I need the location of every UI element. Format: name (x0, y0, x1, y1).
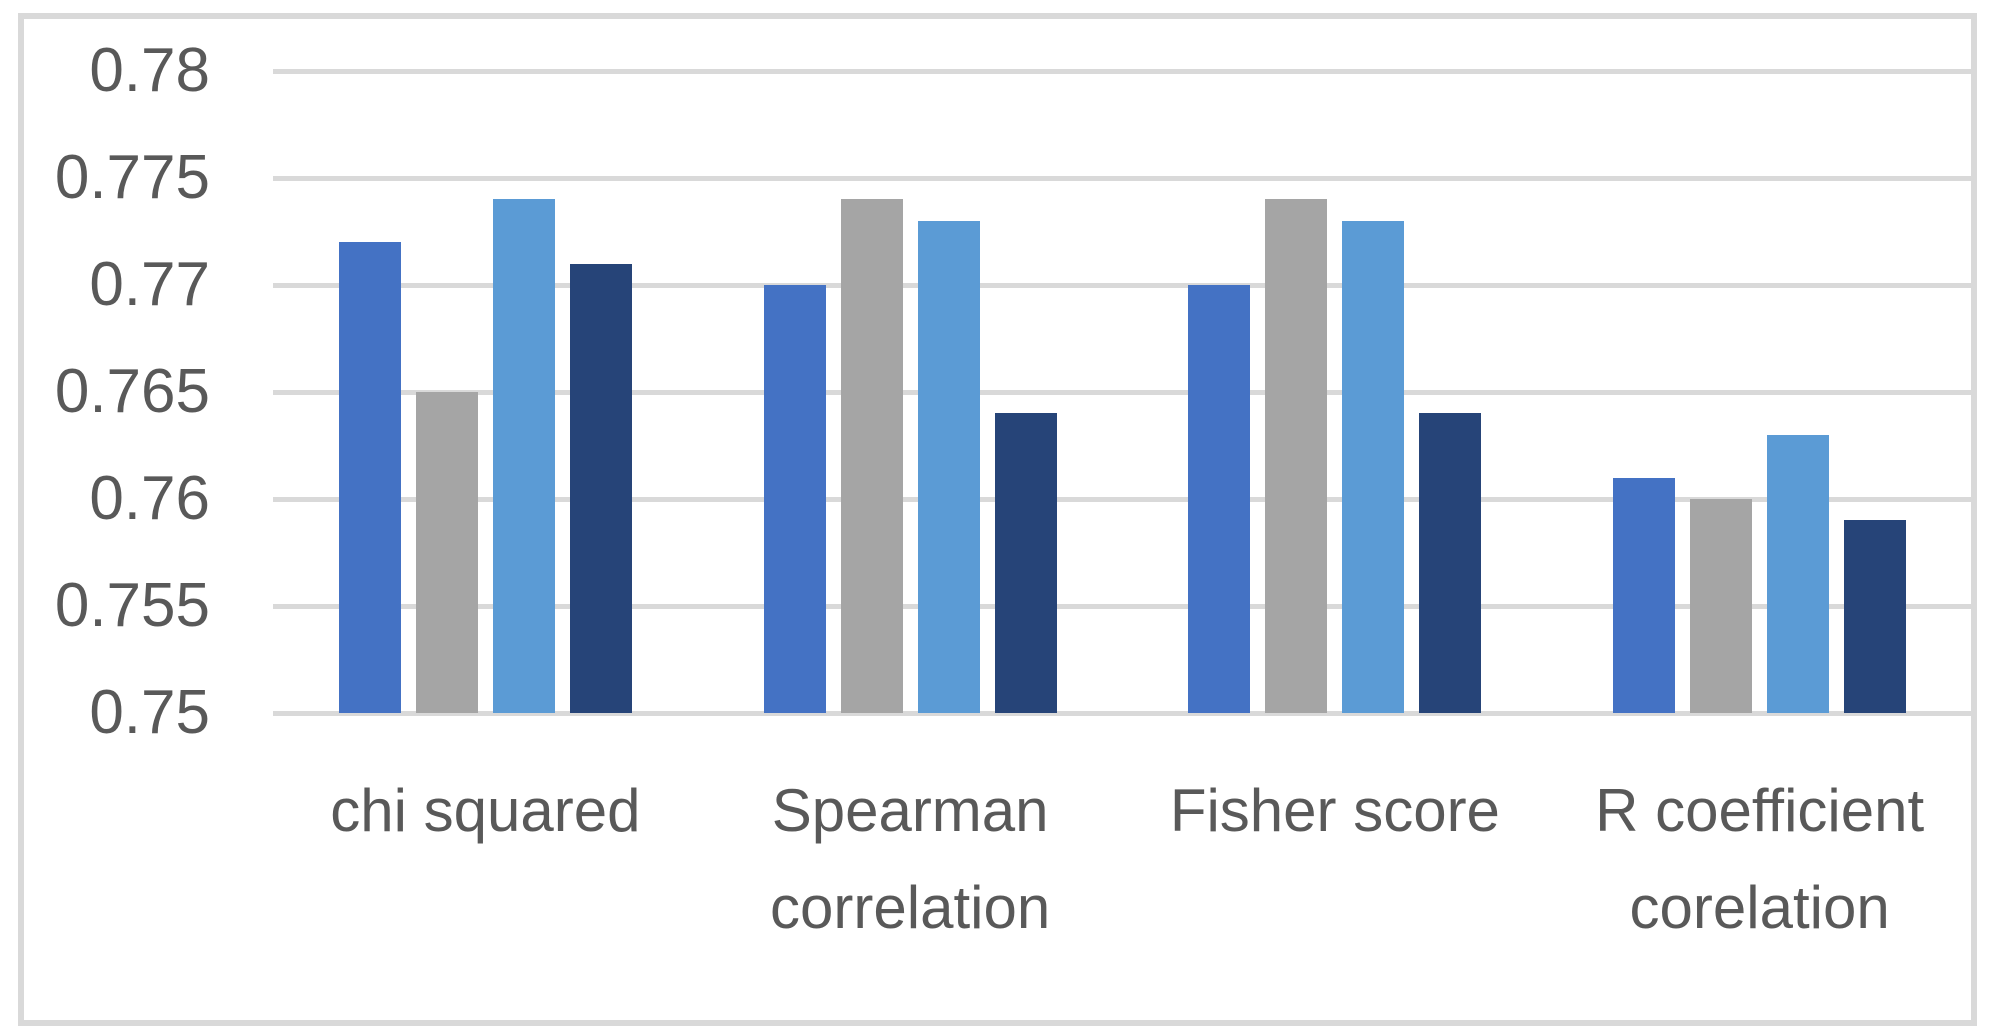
gridline (273, 603, 1972, 609)
bar-series-4-r-coefficient-corelation (1844, 520, 1907, 713)
bar-series-4-chi-squared (569, 263, 632, 713)
gridline (273, 175, 1972, 181)
bar-series-3-r-coefficient-corelation (1767, 434, 1830, 713)
category-label: R coefficient corelation (1595, 777, 1925, 941)
bar-series-1-fisher-score (1188, 285, 1251, 713)
y-axis-tick-label: 0.77 (89, 250, 210, 319)
gridline (273, 282, 1972, 288)
gridline (273, 496, 1972, 502)
plot-area (273, 68, 1972, 716)
bar-series-3-chi-squared (492, 199, 555, 713)
bar-series-2-r-coefficient-corelation (1690, 499, 1753, 713)
bar-series-1-chi-squared (338, 242, 401, 713)
category-label: Fisher score (1169, 777, 1500, 844)
y-axis-tick-label: 0.78 (89, 36, 210, 105)
x-axis-line (273, 710, 1972, 716)
bar-series-4-fisher-score (1419, 413, 1482, 713)
gridline (273, 389, 1972, 395)
y-axis-tick-label: 0.75 (89, 678, 210, 747)
bar-series-3-fisher-score (1342, 220, 1405, 713)
y-axis-tick-label: 0.755 (54, 571, 210, 640)
bar-series-3-spearman-correlation (917, 220, 980, 713)
y-axis-tick-label: 0.76 (89, 464, 210, 533)
bar-series-2-chi-squared (415, 392, 478, 713)
y-axis-tick-label: 0.775 (54, 143, 210, 212)
bar-series-2-fisher-score (1265, 199, 1328, 713)
category-label: Spearman correlation (770, 777, 1051, 941)
y-axis-tick-label: 0.765 (54, 357, 210, 426)
bar-series-1-spearman-correlation (763, 285, 826, 713)
bar-series-4-spearman-correlation (994, 413, 1057, 713)
bar-series-1-r-coefficient-corelation (1613, 477, 1676, 713)
category-label: chi squared (330, 777, 641, 844)
gridline (273, 68, 1972, 74)
bar-series-2-spearman-correlation (840, 199, 903, 713)
